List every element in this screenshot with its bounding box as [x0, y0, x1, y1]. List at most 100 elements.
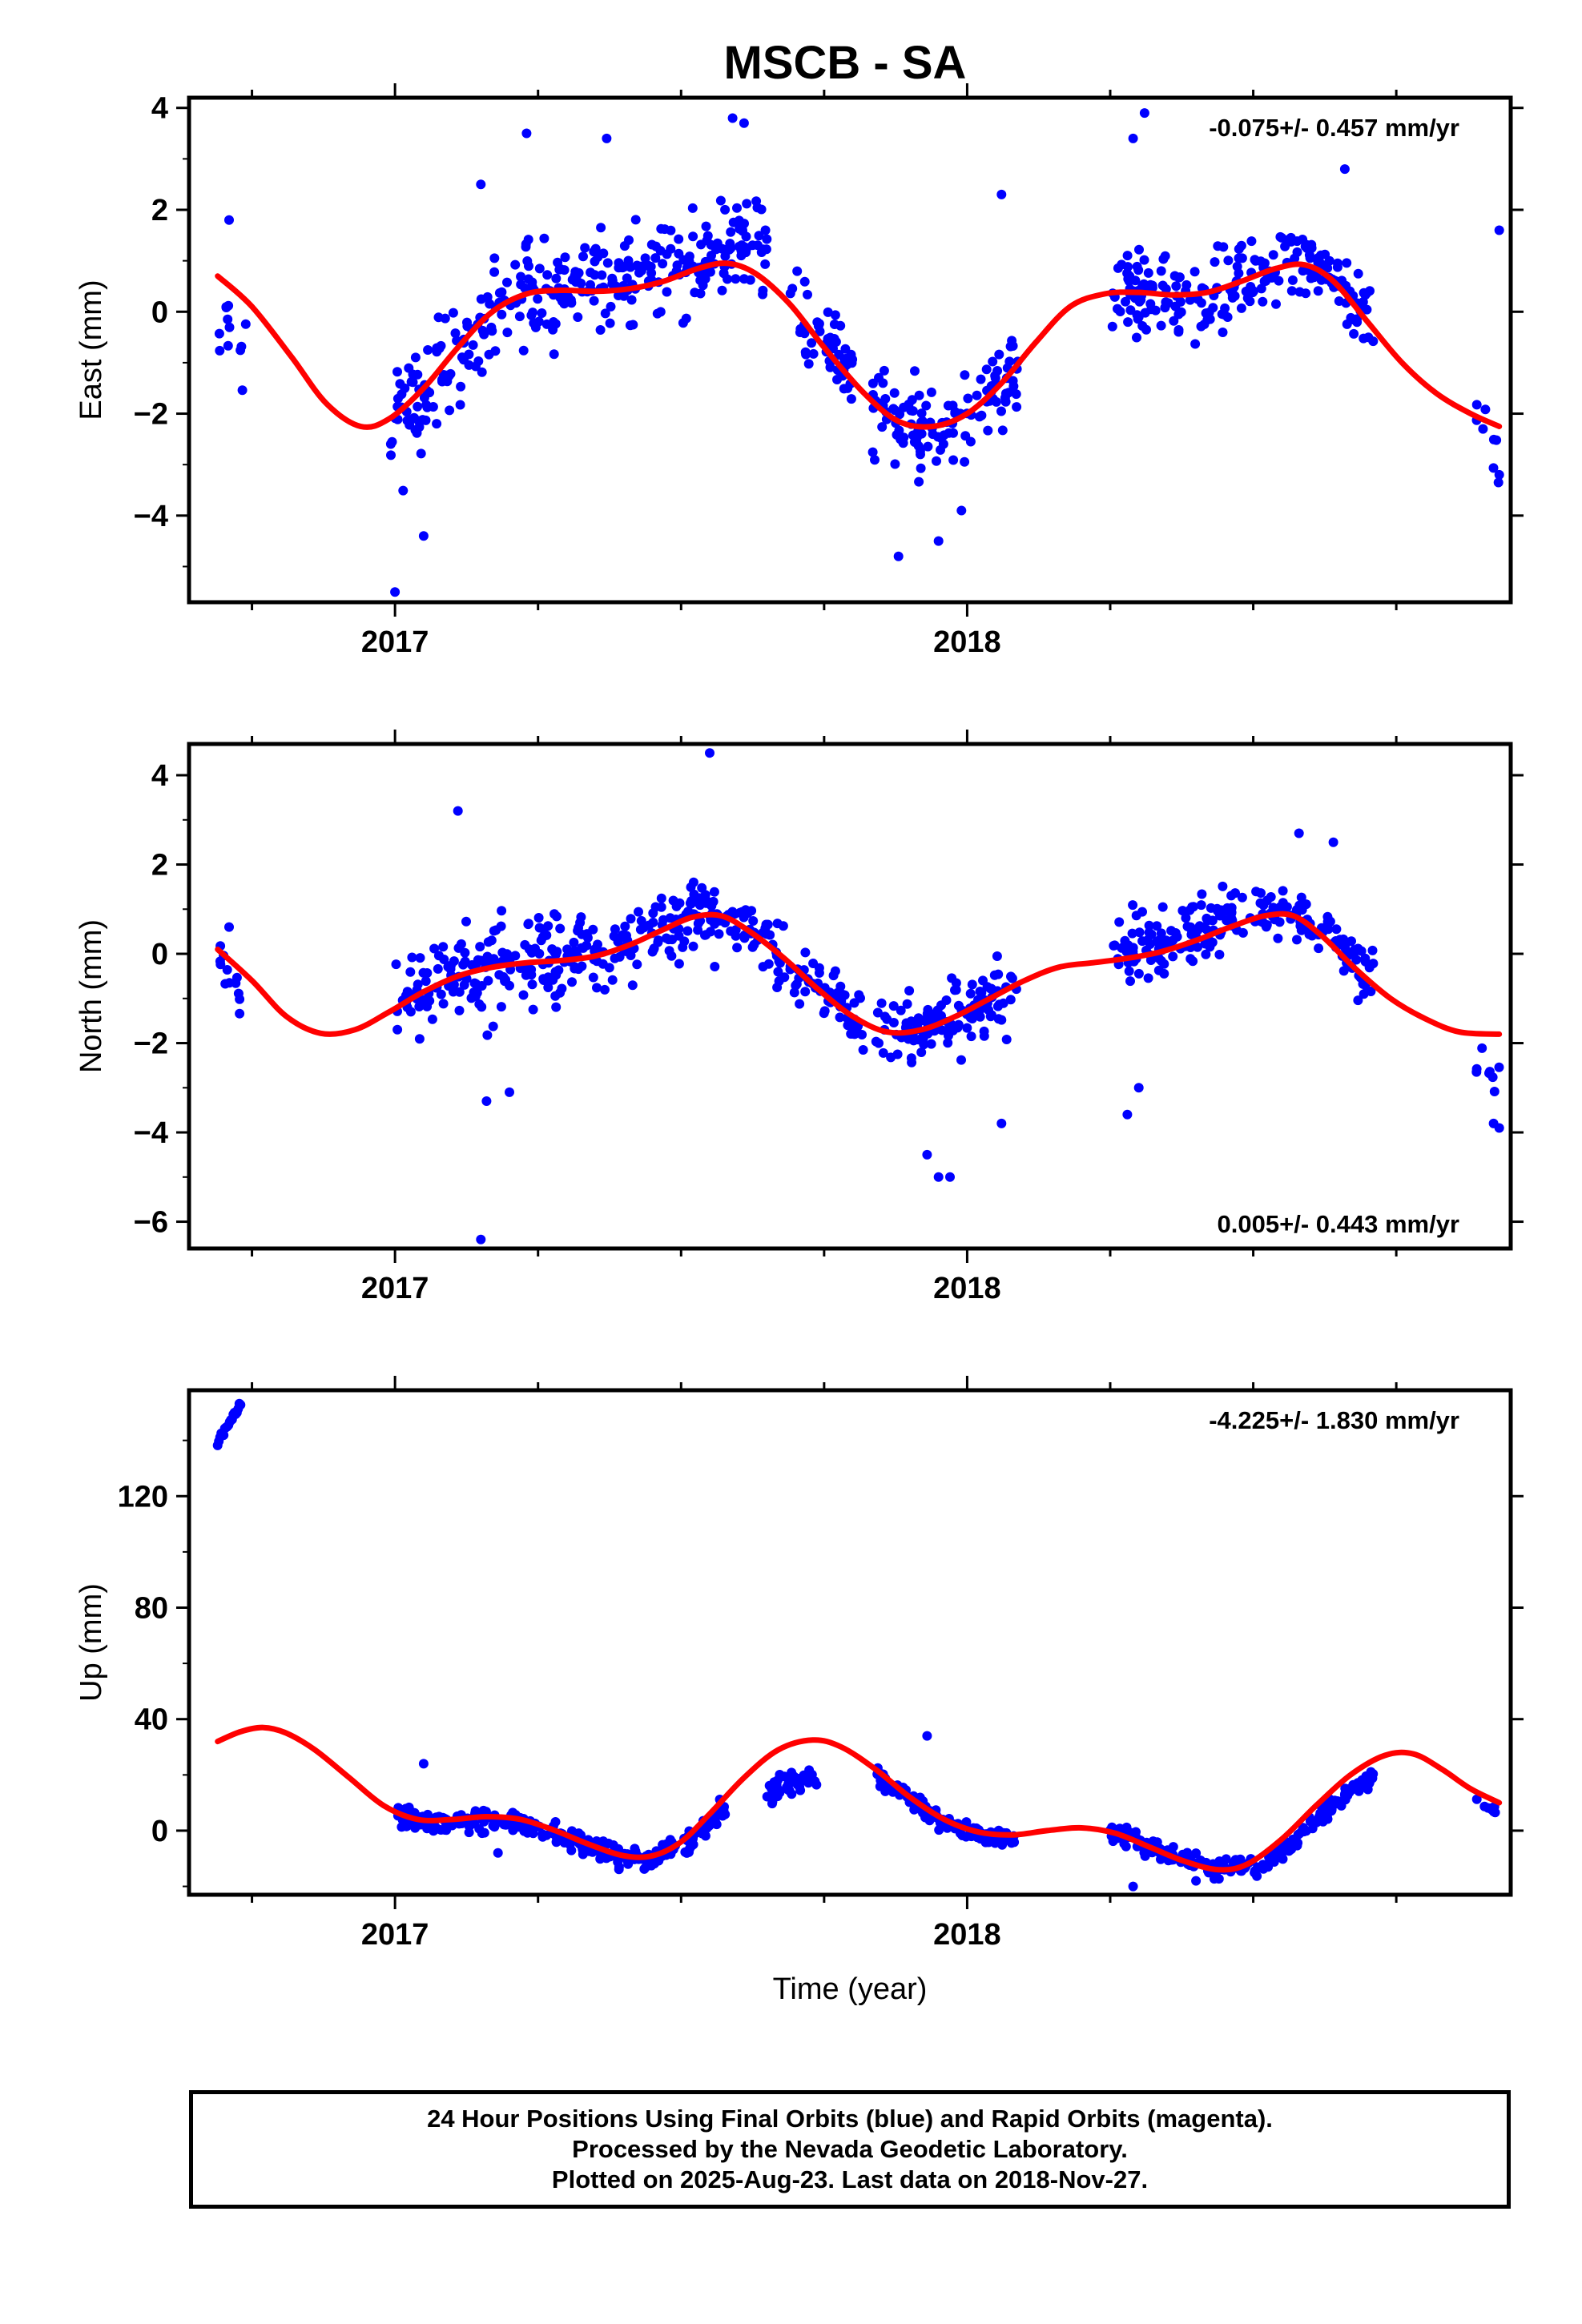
data-point	[552, 911, 562, 922]
data-point	[1190, 339, 1201, 349]
data-point	[1114, 917, 1125, 927]
data-point	[1173, 309, 1184, 320]
data-point	[801, 349, 811, 360]
data-point	[214, 328, 224, 339]
data-point	[1483, 1803, 1493, 1813]
data-point	[1156, 928, 1166, 939]
data-point	[1145, 279, 1156, 290]
data-point	[948, 455, 959, 465]
data-point	[1234, 253, 1244, 263]
data-point	[758, 285, 768, 296]
data-point	[617, 263, 627, 272]
data-point	[576, 912, 586, 923]
data-point	[521, 128, 532, 139]
data-point	[1234, 268, 1244, 279]
data-point	[878, 1047, 888, 1058]
data-point	[1193, 942, 1202, 952]
data-point	[648, 908, 658, 919]
data-point	[1137, 936, 1148, 947]
data-point	[1133, 968, 1144, 979]
x-tick-label: 2018	[933, 625, 1001, 659]
data-point	[952, 1023, 963, 1033]
data-point	[951, 985, 961, 995]
data-point	[438, 999, 449, 1009]
data-point	[656, 902, 666, 912]
data-point	[880, 1786, 891, 1796]
data-point	[1353, 268, 1363, 279]
data-point	[1157, 902, 1168, 912]
data-point	[1306, 239, 1317, 250]
data-point	[1268, 250, 1278, 260]
data-point	[406, 376, 417, 387]
data-point	[596, 223, 606, 233]
data-point	[726, 227, 736, 237]
data-point	[1338, 934, 1349, 944]
data-point	[533, 294, 543, 304]
data-point	[464, 1821, 474, 1831]
data-point	[537, 1829, 548, 1839]
data-point	[1219, 309, 1230, 320]
data-point	[783, 1784, 793, 1795]
data-point	[1127, 928, 1137, 939]
data-point	[1249, 286, 1258, 296]
data-point	[972, 390, 982, 400]
data-point	[945, 1172, 955, 1182]
y-tick-label: 120	[118, 1480, 168, 1514]
data-point	[867, 447, 878, 457]
data-point	[941, 995, 952, 1005]
data-point	[235, 994, 245, 1004]
data-point	[779, 972, 790, 983]
data-point	[932, 456, 941, 466]
data-point	[1202, 315, 1213, 325]
data-point	[484, 349, 494, 360]
data-point	[1173, 325, 1184, 335]
data-point	[1349, 328, 1359, 339]
data-point	[986, 1010, 996, 1020]
data-point	[402, 987, 413, 997]
data-point	[1137, 321, 1148, 331]
data-point	[965, 988, 976, 999]
data-point	[709, 887, 719, 897]
data-point	[823, 307, 833, 317]
data-point	[731, 274, 741, 284]
data-point	[1290, 253, 1300, 263]
data-point	[418, 967, 429, 978]
data-point	[1172, 931, 1182, 942]
data-point	[714, 929, 724, 939]
y-tick-label: 0	[151, 296, 168, 329]
y-axis-label: East (mm)	[74, 279, 108, 420]
data-point	[510, 259, 521, 270]
data-point	[630, 215, 641, 225]
data-point	[877, 422, 888, 432]
footer-line-2: Processed by the Nevada Geodetic Laborat…	[572, 2135, 1128, 2163]
data-point	[488, 1021, 498, 1031]
y-tick-label: 0	[151, 1815, 168, 1848]
data-point	[762, 234, 772, 244]
data-point	[1471, 1794, 1482, 1804]
data-point	[1223, 255, 1234, 266]
data-point	[1139, 108, 1149, 119]
data-point	[687, 203, 698, 213]
data-point	[683, 907, 693, 917]
data-point	[417, 415, 428, 425]
data-point	[454, 1005, 465, 1015]
data-point	[753, 240, 763, 251]
data-point	[1237, 892, 1247, 903]
data-point	[962, 1023, 972, 1033]
data-point	[871, 1036, 881, 1047]
data-point	[846, 394, 856, 404]
data-point	[1477, 1043, 1487, 1053]
data-point	[448, 308, 458, 318]
data-point	[476, 1234, 486, 1244]
data-point	[998, 998, 1008, 1008]
y-tick-label: 2	[151, 194, 168, 227]
data-point	[963, 393, 973, 404]
data-point	[960, 370, 970, 380]
data-point	[674, 931, 684, 941]
data-point	[906, 1016, 916, 1027]
data-point	[559, 265, 570, 275]
data-point	[1342, 258, 1352, 268]
data-point	[878, 378, 888, 388]
data-point	[1125, 271, 1135, 281]
data-point	[1182, 921, 1193, 931]
